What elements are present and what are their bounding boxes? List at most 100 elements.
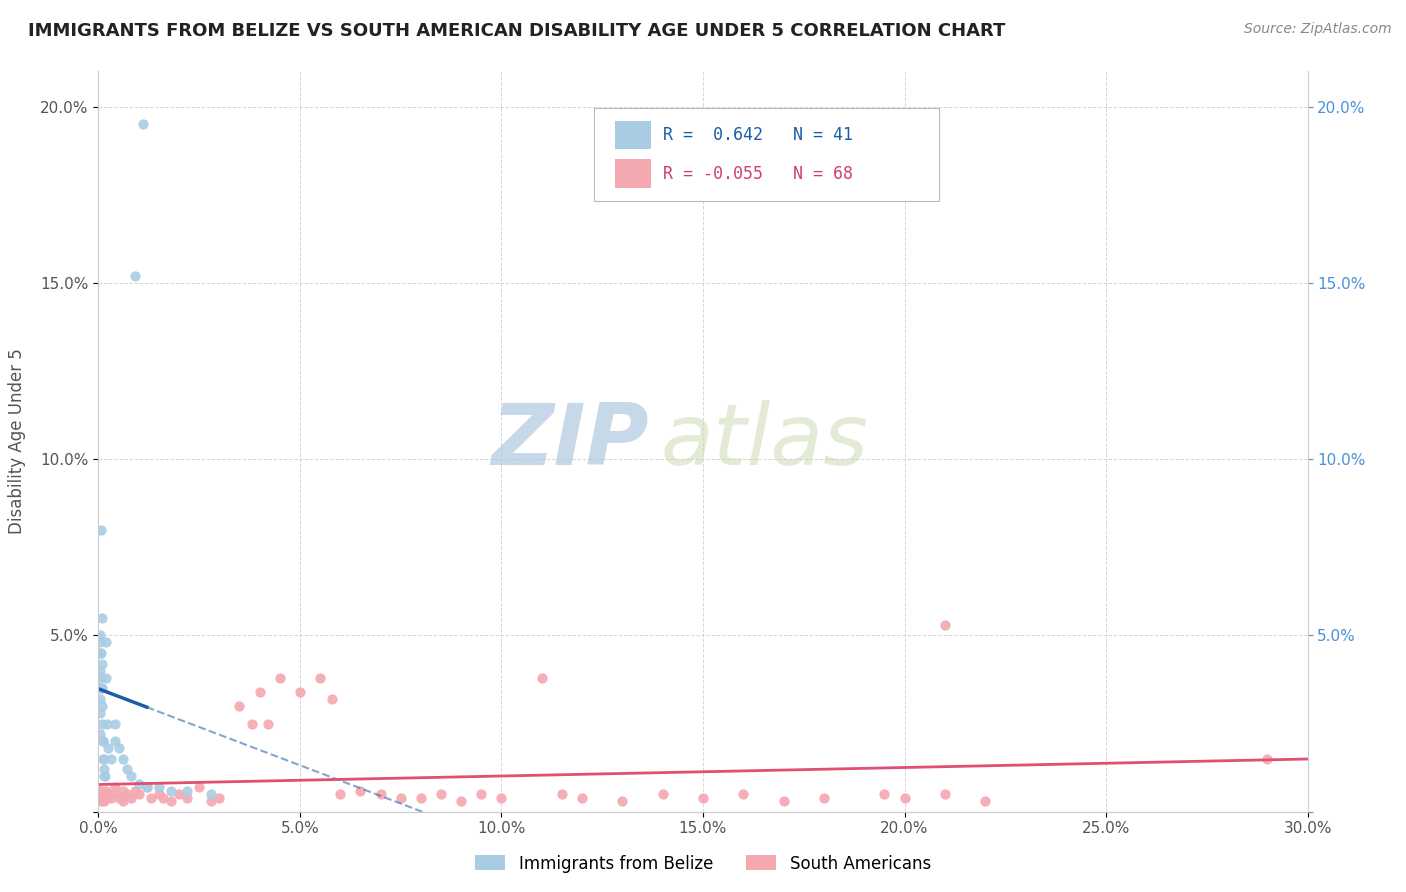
Point [124, 268, 146, 283]
Point [128, 776, 150, 790]
Point [571, 790, 593, 805]
Point [530, 671, 553, 685]
Point [111, 752, 134, 766]
Point [470, 787, 492, 801]
Point [148, 787, 170, 801]
Point [89, 783, 111, 797]
Point [692, 790, 714, 805]
Point [89, 681, 111, 696]
Point [91, 698, 114, 713]
Point [389, 790, 412, 805]
Point [103, 734, 125, 748]
Point [200, 794, 222, 808]
Point [208, 790, 231, 805]
Point [93, 787, 115, 801]
Bar [614, 160, 651, 187]
Point [89, 628, 111, 642]
Point [89, 727, 111, 741]
Point [89, 664, 111, 678]
Point [90, 794, 112, 808]
Point [103, 780, 125, 794]
Point [90, 523, 112, 537]
Point [249, 685, 271, 699]
Point [893, 790, 915, 805]
Legend: Immigrants from Belize, South Americans: Immigrants from Belize, South Americans [468, 848, 938, 880]
Point [97, 741, 120, 756]
Point [120, 769, 142, 783]
Point [111, 783, 134, 797]
Point [91, 734, 114, 748]
Point [91, 681, 114, 696]
Point [160, 783, 183, 797]
Point [89, 787, 111, 801]
Text: Source: ZipAtlas.com: Source: ZipAtlas.com [1244, 22, 1392, 37]
Point [93, 752, 115, 766]
Text: ZIP: ZIP [491, 400, 648, 483]
Text: IMMIGRANTS FROM BELIZE VS SOUTH AMERICAN DISABILITY AGE UNDER 5 CORRELATION CHAR: IMMIGRANTS FROM BELIZE VS SOUTH AMERICAN… [28, 22, 1005, 40]
Point [135, 780, 157, 794]
Text: atlas: atlas [661, 400, 869, 483]
Point [733, 787, 755, 801]
Point [115, 787, 138, 801]
Point [167, 787, 190, 801]
Y-axis label: Disability Age Under 5: Disability Age Under 5 [8, 349, 27, 534]
Point [120, 790, 142, 805]
Point [240, 716, 263, 731]
Point [89, 706, 111, 720]
Text: R =  0.642   N = 41: R = 0.642 N = 41 [664, 126, 853, 144]
Point [91, 783, 114, 797]
Point [103, 716, 125, 731]
Point [551, 787, 574, 801]
Point [90, 787, 112, 801]
Point [115, 763, 138, 777]
Point [349, 783, 371, 797]
Point [93, 763, 115, 777]
Point [1256, 752, 1278, 766]
Point [612, 794, 634, 808]
Point [124, 783, 146, 797]
Point [329, 787, 352, 801]
Point [89, 646, 111, 660]
Point [96, 716, 118, 731]
Point [176, 790, 198, 805]
Point [974, 794, 997, 808]
Point [873, 787, 896, 801]
Point [409, 790, 432, 805]
Point [176, 783, 198, 797]
Point [934, 787, 956, 801]
Point [288, 685, 311, 699]
Point [100, 790, 122, 805]
Point [132, 117, 155, 131]
Point [321, 692, 343, 706]
Point [139, 790, 162, 805]
Point [228, 698, 250, 713]
Point [651, 787, 673, 801]
Point [450, 794, 472, 808]
Point [111, 794, 134, 808]
Point [89, 671, 111, 685]
Point [309, 671, 332, 685]
Point [148, 780, 170, 794]
Text: R = -0.055   N = 68: R = -0.055 N = 68 [664, 164, 853, 183]
Point [91, 790, 114, 805]
Point [91, 734, 114, 748]
Point [89, 692, 111, 706]
FancyBboxPatch shape [595, 109, 939, 201]
Point [103, 787, 125, 801]
Point [256, 716, 278, 731]
Point [491, 790, 513, 805]
Point [94, 769, 117, 783]
Point [96, 790, 118, 805]
Point [160, 794, 183, 808]
Point [128, 787, 150, 801]
Point [93, 769, 115, 783]
Point [90, 790, 112, 805]
Point [89, 635, 111, 649]
Bar [614, 121, 651, 149]
Point [89, 787, 111, 801]
Point [93, 794, 115, 808]
Point [430, 787, 453, 801]
Point [90, 611, 112, 625]
Point [91, 716, 114, 731]
Point [107, 741, 129, 756]
